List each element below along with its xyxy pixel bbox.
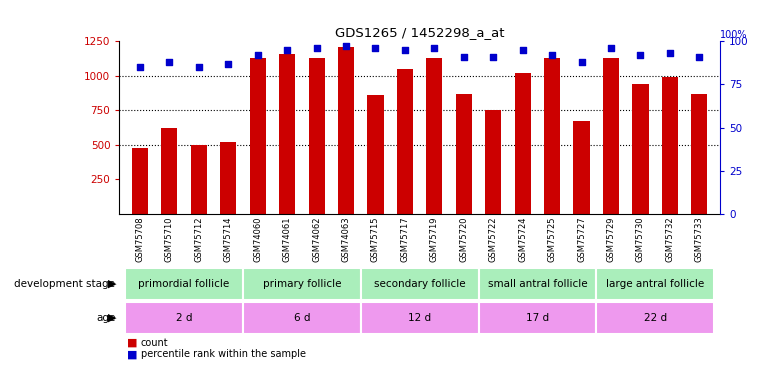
Point: [605, 45, 618, 51]
Bar: [220, 142, 236, 214]
Point: [222, 61, 234, 67]
Point: [281, 47, 293, 53]
Point: [134, 64, 146, 70]
Point: [546, 52, 558, 58]
Bar: [309, 58, 325, 214]
Point: [192, 64, 205, 70]
Text: 6 d: 6 d: [293, 313, 310, 323]
Point: [310, 45, 323, 51]
Bar: [691, 94, 708, 214]
Text: ■: ■: [127, 350, 138, 359]
Bar: [544, 58, 561, 214]
Text: small antral follicle: small antral follicle: [487, 279, 588, 289]
Text: ■: ■: [127, 338, 138, 348]
Point: [517, 47, 529, 53]
Bar: [596, 302, 714, 334]
Text: development stage: development stage: [15, 279, 116, 289]
Text: primary follicle: primary follicle: [263, 279, 341, 289]
Bar: [126, 302, 243, 334]
Point: [487, 54, 500, 60]
Point: [428, 45, 440, 51]
Bar: [397, 69, 413, 214]
Bar: [478, 302, 596, 334]
Point: [163, 59, 176, 65]
Point: [340, 44, 352, 50]
Text: 2 d: 2 d: [176, 313, 192, 323]
Title: GDS1265 / 1452298_a_at: GDS1265 / 1452298_a_at: [335, 26, 504, 39]
Point: [693, 54, 705, 60]
Bar: [132, 147, 148, 214]
Bar: [603, 58, 619, 214]
Bar: [249, 58, 266, 214]
Bar: [661, 77, 678, 214]
Bar: [456, 94, 472, 214]
Bar: [478, 268, 596, 300]
Text: ▶: ▶: [108, 313, 116, 323]
Bar: [243, 302, 361, 334]
Text: percentile rank within the sample: percentile rank within the sample: [141, 350, 306, 359]
Bar: [243, 268, 361, 300]
Text: 100%: 100%: [720, 30, 748, 39]
Point: [399, 47, 411, 53]
Bar: [361, 268, 478, 300]
Point: [457, 54, 470, 60]
Text: 12 d: 12 d: [408, 313, 431, 323]
Text: count: count: [141, 338, 169, 348]
Bar: [596, 268, 714, 300]
Text: age: age: [96, 313, 116, 323]
Bar: [367, 95, 383, 214]
Text: ▶: ▶: [108, 279, 116, 289]
Point: [664, 50, 676, 56]
Bar: [427, 58, 443, 214]
Text: large antral follicle: large antral follicle: [606, 279, 705, 289]
Point: [634, 52, 647, 58]
Bar: [632, 84, 648, 214]
Bar: [279, 54, 295, 214]
Bar: [485, 110, 501, 214]
Point: [575, 59, 588, 65]
Text: primordial follicle: primordial follicle: [139, 279, 229, 289]
Bar: [126, 268, 243, 300]
Bar: [361, 302, 478, 334]
Text: 22 d: 22 d: [644, 313, 667, 323]
Text: 17 d: 17 d: [526, 313, 549, 323]
Bar: [161, 128, 178, 214]
Bar: [338, 47, 354, 214]
Point: [252, 52, 264, 58]
Bar: [514, 73, 531, 214]
Point: [370, 45, 382, 51]
Text: secondary follicle: secondary follicle: [374, 279, 465, 289]
Bar: [574, 121, 590, 214]
Bar: [191, 145, 207, 214]
